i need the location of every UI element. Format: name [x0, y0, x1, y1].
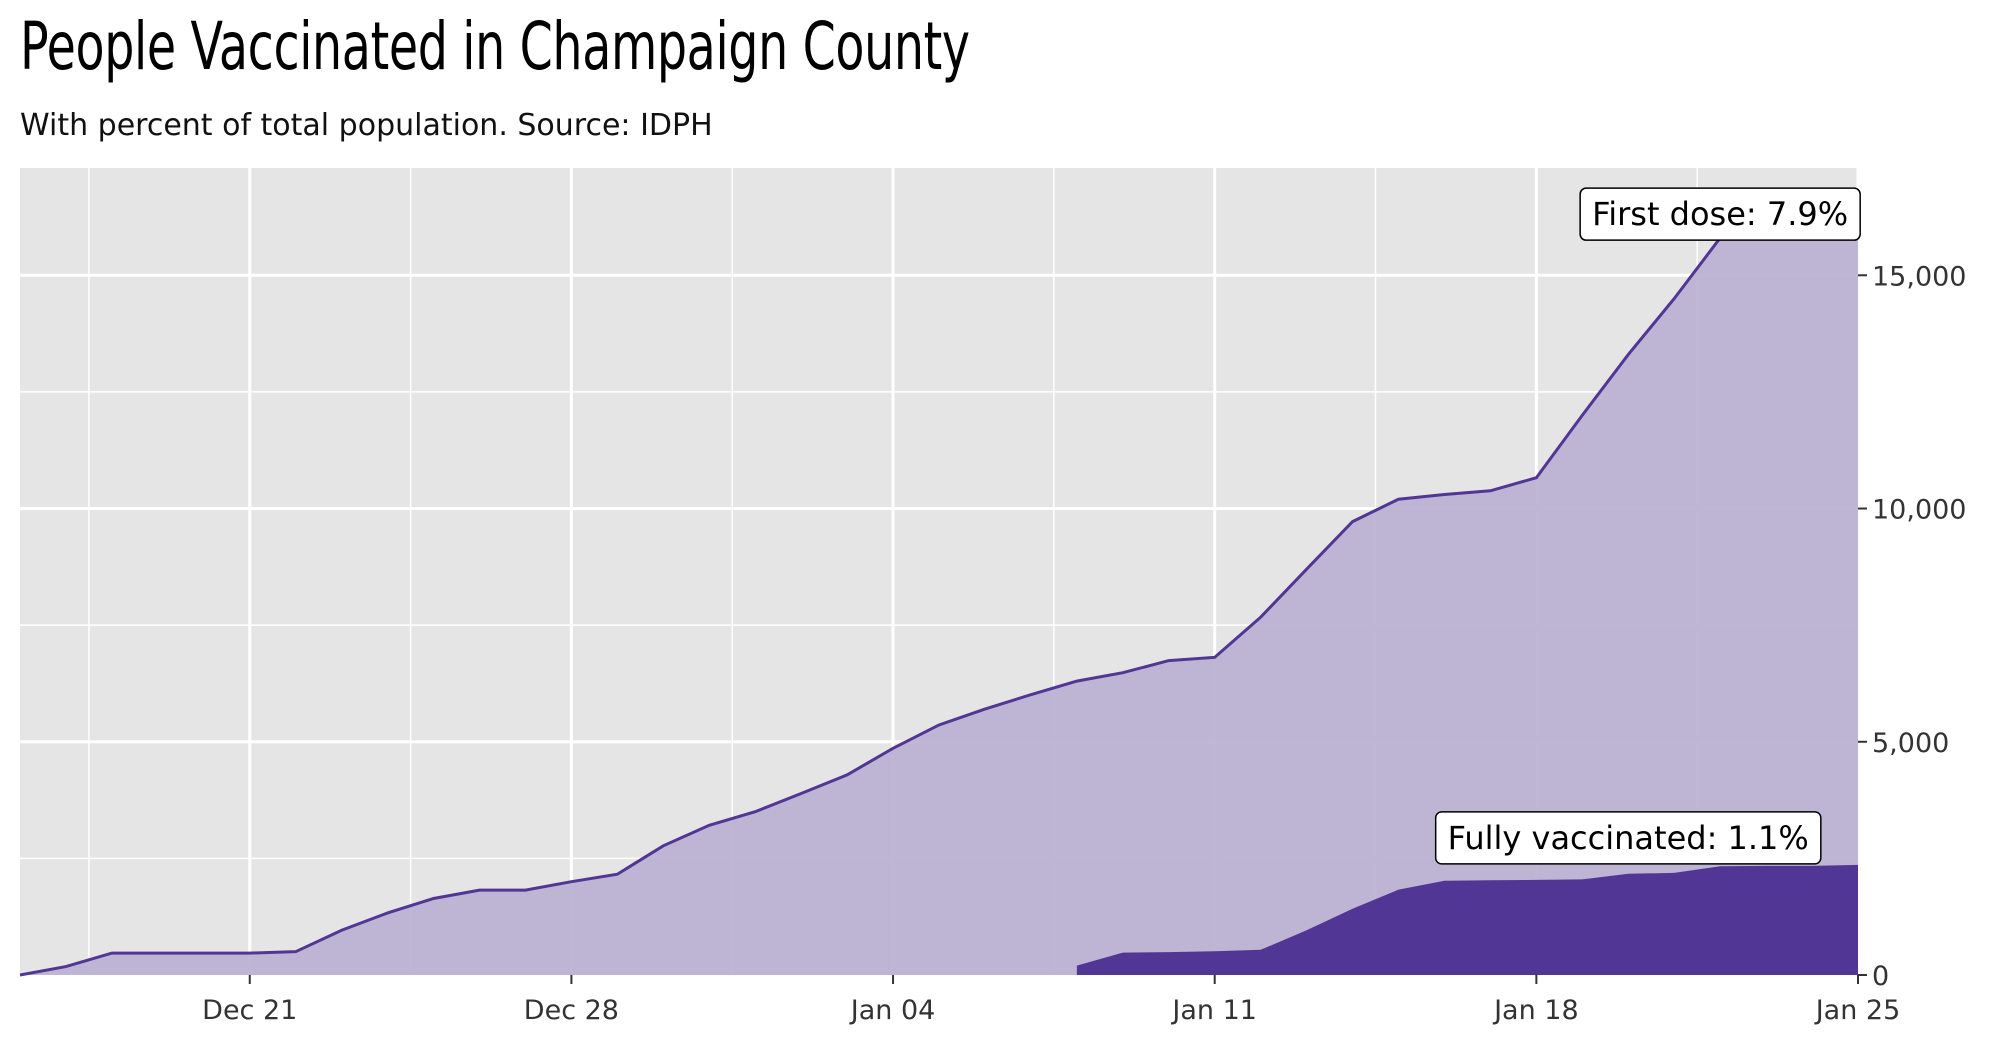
annotation-label: First dose: 7.9% — [1579, 187, 1861, 241]
y-tick-label: 5,000 — [1872, 728, 1949, 759]
annotation-text: Fully vaccinated: 1.1% — [1448, 819, 1809, 857]
first-dose-area — [20, 207, 1858, 975]
x-tick-label: Jan 04 — [849, 995, 936, 1026]
y-tick-label: 15,000 — [1872, 261, 1966, 292]
x-axis: Dec 21 Dec 28 Jan 04 Jan 11 Jan 18 Jan 25 — [202, 975, 1900, 1026]
y-axis: 0 5,000 10,000 15,000 — [1858, 261, 1966, 992]
annotations: First dose: 7.9% Fully vaccinated: 1.1% — [1434, 187, 1861, 865]
x-tick-label: Jan 11 — [1170, 995, 1257, 1026]
annotation-text: First dose: 7.9% — [1592, 195, 1848, 233]
y-tick-label: 10,000 — [1872, 495, 1966, 526]
x-tick-label: Jan 25 — [1814, 995, 1901, 1026]
chart-title: People Vaccinated in Champaign County — [20, 8, 970, 85]
chart-subtitle: With percent of total population. Source… — [20, 108, 713, 143]
x-tick-label: Jan 18 — [1492, 995, 1579, 1026]
annotation-label: Fully vaccinated: 1.1% — [1434, 811, 1822, 865]
x-tick-label: Dec 21 — [202, 995, 297, 1026]
annotation-box — [1434, 811, 1822, 865]
annotation-box — [1579, 187, 1861, 241]
fully-vaccinated-area — [1076, 864, 1858, 975]
first-dose-line — [19, 206, 1859, 977]
y-tick-label: 0 — [1872, 961, 1889, 992]
x-tick-label: Dec 28 — [524, 995, 619, 1026]
